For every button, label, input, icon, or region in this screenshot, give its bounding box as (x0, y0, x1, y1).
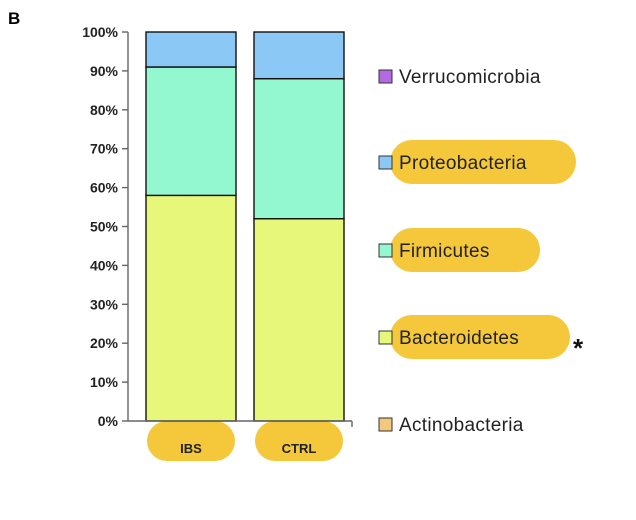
y-tick-label: 90% (90, 63, 119, 79)
bar-segment-ibs-proteobacteria (145, 31, 237, 68)
legend-highlight-bacteroidetes (390, 315, 570, 359)
legend-label-firmicutes: Firmicutes (399, 241, 490, 262)
category-label-ctrl: CTRL (282, 441, 317, 456)
y-tick-label: 60% (90, 180, 119, 196)
bar-segment-ctrl-proteobacteria (253, 31, 345, 80)
y-tick-label: 0% (98, 413, 119, 429)
bar-segment-ctrl-firmicutes (253, 77, 345, 220)
category-label-ibs: IBS (180, 441, 202, 456)
y-tick-label: 50% (90, 219, 119, 235)
y-tick-label: 30% (90, 296, 119, 312)
bar-segment-ctrl-bacteroidetes (253, 218, 345, 422)
legend-swatch-firmicutes (378, 243, 393, 258)
bar-segment-ibs-firmicutes (145, 66, 237, 197)
y-tick-label: 100% (82, 24, 118, 40)
bar-segment-ibs-bacteroidetes (145, 194, 237, 422)
legend-label-bacteroidetes: Bacteroidetes (399, 328, 519, 349)
legend-label-verrucomicrobia: Verrucomicrobia (399, 67, 541, 88)
legend-label-proteobacteria: Proteobacteria (399, 153, 527, 174)
y-tick-label: 40% (90, 257, 119, 273)
legend-swatch-proteobacteria (378, 155, 393, 170)
legend-label-actinobacteria: Actinobacteria (399, 415, 524, 436)
legend-highlight-firmicutes (390, 228, 540, 272)
y-tick-label: 80% (90, 102, 119, 118)
legend-swatch-verrucomicrobia (378, 69, 393, 84)
category-highlight-ibs (147, 421, 235, 461)
legend-swatch-bacteroidetes (378, 330, 393, 345)
legend-swatch-actinobacteria (378, 417, 393, 432)
panel-label: B (8, 9, 20, 28)
y-tick-label: 70% (90, 141, 119, 157)
y-tick-label: 20% (90, 335, 119, 351)
category-highlight-ctrl (255, 421, 343, 461)
legend-highlight-proteobacteria (390, 140, 576, 184)
significance-asterisk: * (573, 333, 584, 363)
y-tick-label: 10% (90, 374, 119, 390)
